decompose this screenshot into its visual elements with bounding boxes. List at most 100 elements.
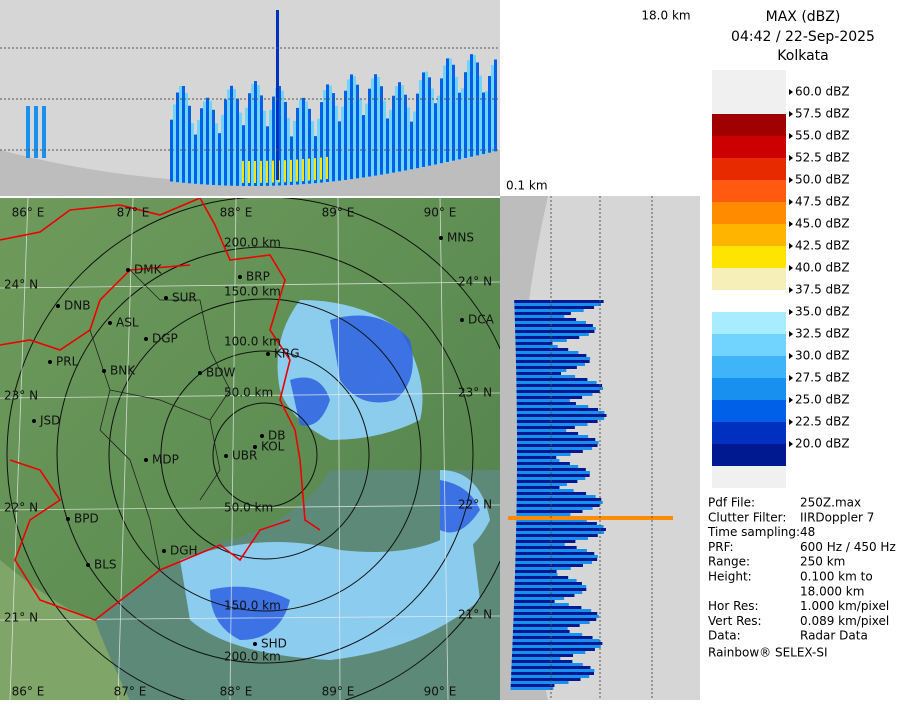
lon-label: 89° E [322,685,355,699]
echo-column [431,88,434,166]
echo-column [428,77,431,166]
legend-tick [789,419,793,425]
echo-column [419,80,422,168]
echo-core [296,159,298,182]
echo-row [510,684,555,687]
legend-swatch [712,444,786,466]
city-label: KOL [261,440,285,454]
echo-column [218,133,221,186]
station: Kolkata [777,48,828,64]
echo-row [512,630,570,633]
echo-row [514,300,604,303]
echo-row [516,435,589,438]
echo-column [389,109,392,174]
echo-row [516,462,570,465]
echo-column [230,85,233,186]
legend-tick [789,397,793,403]
echo-column [203,101,206,185]
echo-core [284,160,286,183]
legend-swatch [712,158,786,180]
echo-column [362,115,365,178]
echo-row [511,669,595,672]
echo-column [353,76,356,179]
echo-row [516,417,605,420]
echo-row [513,603,569,606]
echo-column [470,54,473,157]
echo-column [467,60,470,158]
echo-row [516,486,560,489]
echo-row [515,348,569,351]
echo-column [272,96,275,186]
legend-label: 25.0 dBZ [795,393,850,407]
echo-column [392,95,395,173]
echo-row [514,306,595,309]
echo-row [516,411,605,414]
echo-core [326,156,328,179]
echo-row [516,471,590,474]
echo-core [248,160,250,183]
echo-row [513,612,598,615]
city-label: BRP [246,270,270,284]
echo-row [515,567,571,570]
legend-swatch [712,224,786,246]
echo-row [515,546,577,549]
lat-label: 24° N [458,275,492,289]
city-label: MDP [152,453,179,467]
echo-column [347,79,350,180]
echo-row [516,504,600,507]
echo-column [335,105,338,181]
right-section-ground [500,196,548,700]
echo-row [514,315,565,318]
echo-column [422,72,425,167]
city-dot [66,517,70,521]
echo-row [515,570,557,573]
echo-column [365,103,368,178]
info-value: 1.000 km/pixel [800,599,889,613]
legend-label: 60.0 dBZ [795,85,850,99]
legend-swatch [712,268,786,290]
echo-column [329,85,332,182]
echo-core [508,516,673,520]
legend-swatch [712,114,786,136]
echo-column [239,112,242,186]
lat-label: 24° N [4,278,38,292]
echo-row [514,594,575,597]
echo-column [257,85,260,186]
echo-column [227,89,230,186]
echo-column [221,114,224,186]
echo-row [516,420,598,423]
city-dot [224,454,228,458]
lon-label: 87° E [114,685,147,699]
city-label: DNB [64,299,90,313]
legend-tick [789,243,793,249]
range-label: 50.0 km [224,386,273,400]
city-dot [108,321,112,325]
city-label: KRG [274,347,300,361]
legend-tick [789,287,793,293]
legend-tick [789,89,793,95]
echo-row [515,354,587,357]
echo-row [516,438,596,441]
echo-row [511,672,595,675]
echo-row [515,552,595,555]
legend-tick [789,155,793,161]
echo-core [302,159,304,182]
echo-row [516,378,588,381]
echo-row [510,678,581,681]
terrain [0,560,130,700]
echo-row [516,393,593,396]
echo-core [314,158,316,181]
echo-row [511,654,574,657]
echo-row [515,339,567,342]
range-label: 50.0 km [224,501,273,515]
city-dot [32,419,36,423]
legend-tick [789,177,793,183]
echo-column [437,95,440,164]
echo-row [515,543,565,546]
legend-swatch [712,334,786,356]
lat-label: 22° N [4,501,38,515]
echo-row [515,564,583,567]
echo-row [516,489,574,492]
echo-row [514,579,577,582]
echo-column [434,103,437,165]
